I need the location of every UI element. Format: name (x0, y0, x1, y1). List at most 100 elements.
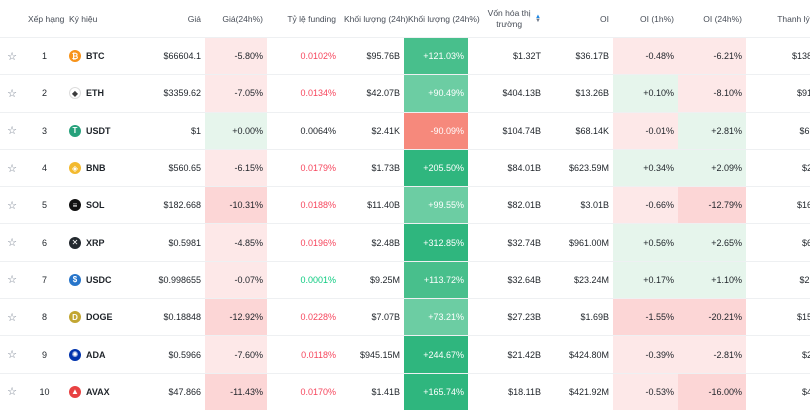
liquidation-cell: $4.25M (746, 372, 810, 410)
symbol-cell[interactable]: T USDT (65, 111, 133, 150)
volume-pct-cell: +312.85% (404, 223, 468, 262)
oi-24h-cell: -6.21% (678, 36, 746, 75)
funding-rate-cell: 0.0064% (267, 111, 340, 150)
favorite-star-icon[interactable]: ☆ (0, 36, 24, 75)
market-cap-cell: $84.01B (468, 148, 545, 187)
liquidation-cell: $217.42 (746, 260, 810, 299)
market-cap-cell: $104.74B (468, 111, 545, 150)
price-cell: $0.5966 (133, 335, 205, 374)
funding-rate-header[interactable]: Tỷ lệ funding (287, 13, 336, 24)
favorite-star-icon[interactable]: ☆ (0, 335, 24, 374)
volume-cell: $1.41B (340, 372, 404, 410)
symbol-cell[interactable]: ✺ ADA (65, 335, 133, 374)
funding-rate-cell: 0.0228% (267, 298, 340, 336)
table-row[interactable]: ☆ 7 $ USDC $0.998655 -0.07% 0.0001% $9.25M +113.… (0, 260, 810, 299)
symbol-cell[interactable]: ≡ SOL (65, 186, 133, 224)
market-cap-cell: $27.23B (468, 298, 545, 336)
funding-rate-cell: 0.0102% (267, 36, 340, 75)
market-cap-cell: $32.64B (468, 260, 545, 299)
table-row[interactable]: ☆ 8 D DOGE $0.18848 -12.92% 0.0228% $7.07B +73.2… (0, 298, 810, 336)
favorite-star-icon[interactable]: ☆ (0, 372, 24, 410)
table-row[interactable]: ☆ 1 ₿ BTC $66604.1 -5.80% 0.0102% $95.76B +121.0… (0, 36, 810, 75)
change-24h-cell: +0.00% (205, 111, 267, 150)
oi-24h-cell: +2.65% (678, 223, 746, 262)
symbol-cell[interactable]: ▲ AVAX (65, 372, 133, 410)
liquidation-cell: $2.80M (746, 148, 810, 187)
funding-rate-cell: 0.0134% (267, 74, 340, 113)
symbol-label: USDC (86, 274, 112, 285)
oi-cell: $961.00M (545, 223, 613, 262)
funding-rate-cell: 0.0118% (267, 335, 340, 374)
table-row[interactable]: ☆ 9 ✺ ADA $0.5966 -7.60% 0.0118% $945.15M +244.6… (0, 335, 810, 374)
funding-rate-cell: 0.0179% (267, 148, 340, 187)
symbol-header[interactable]: Ký hiệu (69, 13, 98, 24)
rank-cell: 6 (24, 223, 65, 262)
volume-header[interactable]: Khối lượng (24h) (344, 13, 409, 24)
symbol-label: DOGE (86, 312, 113, 323)
volume-pct-header[interactable]: Khối lượng (24h%) (408, 13, 480, 24)
favorite-star-icon[interactable]: ☆ (0, 260, 24, 299)
favorite-star-icon[interactable]: ☆ (0, 111, 24, 150)
price-cell: $47.866 (133, 372, 205, 410)
favorite-star-icon[interactable]: ☆ (0, 186, 24, 224)
oi-cell: $421.92M (545, 372, 613, 410)
rank-header[interactable]: Xếp hạng (28, 13, 65, 24)
table-row[interactable]: ☆ 5 ≡ SOL $182.668 -10.31% 0.0188% $11.40B +99.5… (0, 186, 810, 224)
table-row[interactable]: ☆ 10 ▲ AVAX $47.866 -11.43% 0.0170% $1.41B +165.… (0, 372, 810, 410)
liquidation-cell: $690.55 (746, 111, 810, 150)
favorite-star-icon[interactable]: ☆ (0, 74, 24, 113)
price-header[interactable]: Giá (187, 13, 201, 24)
change-24h-cell: -7.05% (205, 74, 267, 113)
rank-cell: 3 (24, 111, 65, 150)
rank-cell: 2 (24, 74, 65, 113)
oi-1h-cell: -1.55% (613, 298, 678, 336)
market-cap-cell: $18.11B (468, 372, 545, 410)
change-24h-header[interactable]: Giá(24h%) (222, 13, 263, 24)
funding-rate-cell: 0.0170% (267, 372, 340, 410)
symbol-label: BNB (86, 163, 106, 174)
oi-24h-header[interactable]: OI (24h%) (703, 13, 742, 24)
table-row[interactable]: ☆ 2 ◆ ETH $3359.62 -7.05% 0.0134% $42.07B +90.49… (0, 74, 810, 113)
ethereum-icon: ◆ (69, 87, 81, 100)
symbol-label: USDT (86, 125, 111, 136)
sort-icon[interactable]: ▲ ▼ (535, 13, 541, 24)
oi-cell: $68.14K (545, 111, 613, 150)
oi-cell: $23.24M (545, 260, 613, 299)
table-row[interactable]: ☆ 3 T USDT $1 +0.00% 0.0064% $2.41K -90.09% $104.… (0, 111, 810, 150)
oi-header[interactable]: OI (600, 13, 609, 24)
rank-cell: 4 (24, 148, 65, 187)
oi-cell: $424.80M (545, 335, 613, 374)
liquidation-header[interactable]: Thanh lý (24h) (777, 13, 810, 24)
oi-cell: $1.69B (545, 298, 613, 336)
volume-cell: $2.48B (340, 223, 404, 262)
symbol-cell[interactable]: D DOGE (65, 298, 133, 336)
market-cap-header[interactable]: Vốn hóa thị trường ▲ ▼ (468, 0, 545, 38)
oi-1h-cell: -0.39% (613, 335, 678, 374)
volume-cell: $11.40B (340, 186, 404, 224)
table-header: Xếp hạng Ký hiệu Giá Giá(24h%) Tỷ lệ fun… (0, 0, 810, 38)
price-cell: $560.65 (133, 148, 205, 187)
favorite-star-icon[interactable]: ☆ (0, 148, 24, 187)
change-24h-cell: -6.15% (205, 148, 267, 187)
symbol-cell[interactable]: ₿ BTC (65, 36, 133, 75)
liquidation-cell: $6.30M (746, 223, 810, 262)
liquidation-cell: $91.83M (746, 74, 810, 113)
volume-pct-cell: -90.09% (404, 111, 468, 150)
oi-24h-cell: +2.09% (678, 148, 746, 187)
symbol-cell[interactable]: ◆ ETH (65, 74, 133, 113)
volume-pct-cell: +165.74% (404, 372, 468, 410)
oi-cell: $36.17B (545, 36, 613, 75)
oi-24h-cell: -16.00% (678, 372, 746, 410)
symbol-cell[interactable]: $ USDC (65, 260, 133, 299)
oi-24h-cell: +1.10% (678, 260, 746, 299)
table-row[interactable]: ☆ 4 ◈ BNB $560.65 -6.15% 0.0179% $1.73B +205.50%… (0, 148, 810, 187)
table-row[interactable]: ☆ 6 ✕ XRP $0.5981 -4.85% 0.0196% $2.48B +312.85%… (0, 223, 810, 262)
symbol-cell[interactable]: ✕ XRP (65, 223, 133, 262)
favorite-star-icon[interactable]: ☆ (0, 223, 24, 262)
oi-1h-header[interactable]: OI (1h%) (639, 13, 674, 24)
favorite-star-icon[interactable]: ☆ (0, 298, 24, 336)
liquidation-cell: $2.06M (746, 335, 810, 374)
price-cell: $66604.1 (133, 36, 205, 75)
symbol-cell[interactable]: ◈ BNB (65, 148, 133, 187)
bitcoin-icon: ₿ (69, 50, 81, 63)
